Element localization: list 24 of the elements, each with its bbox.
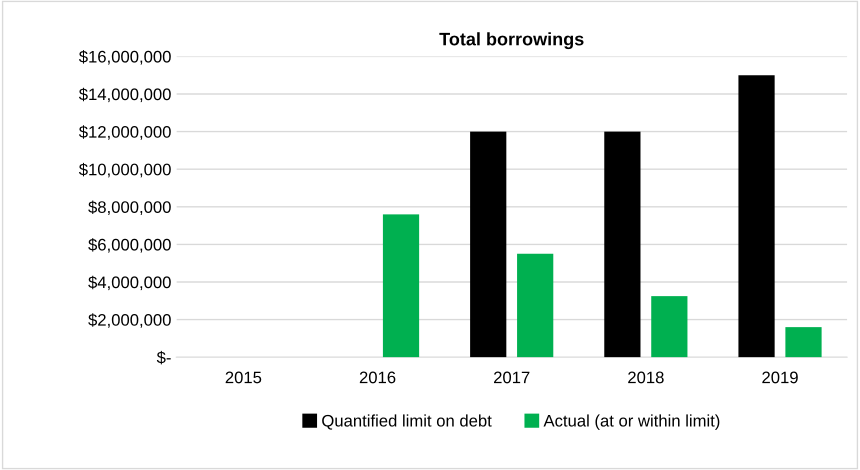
legend-label: Quantified limit on debt xyxy=(322,414,492,430)
y-tick-label: $4,000,000 xyxy=(88,276,171,290)
bar xyxy=(651,296,688,358)
bar xyxy=(738,75,775,358)
y-tick-label: $6,000,000 xyxy=(88,238,171,253)
bar xyxy=(785,327,822,358)
y-tick-label: $12,000,000 xyxy=(78,125,171,140)
y-tick-label: $8,000,000 xyxy=(88,200,171,215)
x-tick-label: 2016 xyxy=(360,372,396,384)
y-tick-label: $- xyxy=(156,350,171,364)
chart-title: Total borrowings xyxy=(439,32,584,50)
x-tick-label: 2017 xyxy=(494,372,530,384)
y-tick-label: $14,000,000 xyxy=(78,88,171,102)
bar xyxy=(517,254,554,358)
y-tick-label: $16,000,000 xyxy=(78,50,171,65)
bar xyxy=(604,132,640,358)
y-tick-label: $10,000,000 xyxy=(78,162,171,178)
x-tick-label: 2018 xyxy=(628,372,664,384)
legend-label: Actual (at or within limit) xyxy=(544,414,720,430)
y-tick-label: $2,000,000 xyxy=(88,313,171,328)
x-tick-label: 2019 xyxy=(762,372,798,384)
x-tick-label: 2015 xyxy=(226,372,262,384)
bar xyxy=(382,214,420,358)
bar xyxy=(470,132,506,358)
